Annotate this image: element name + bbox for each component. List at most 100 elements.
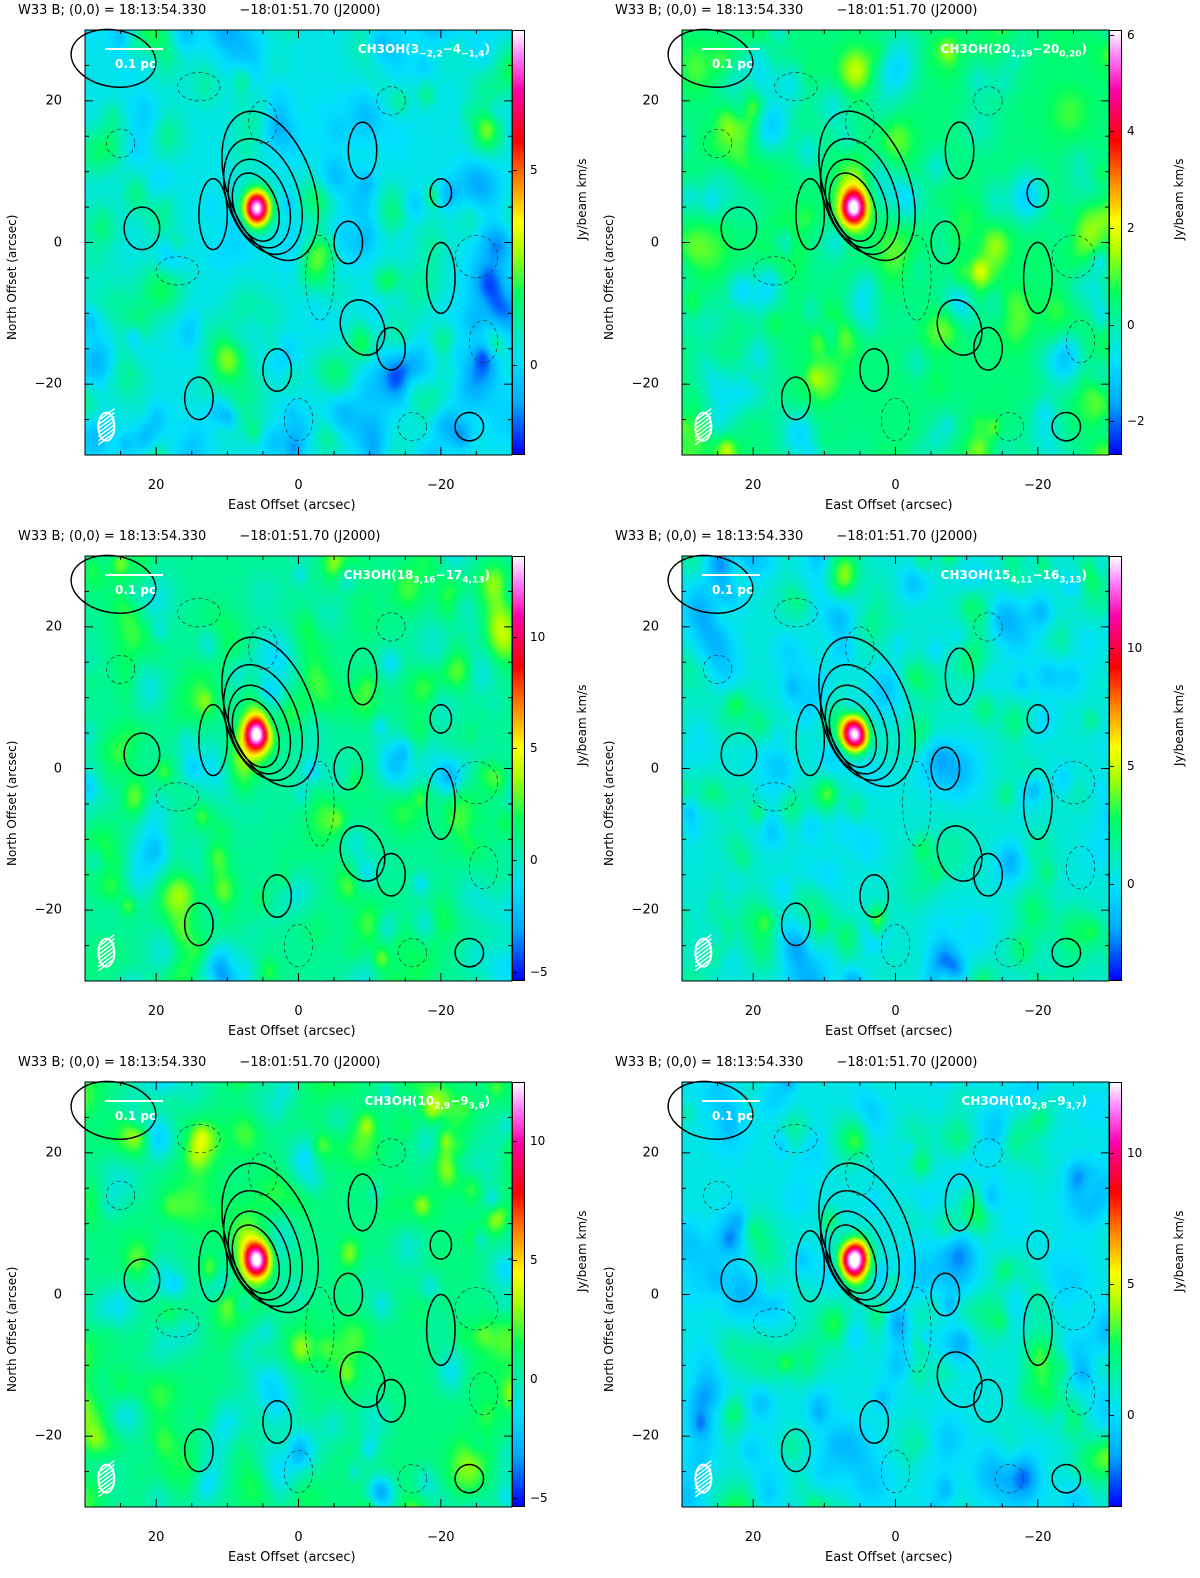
colorbar-tick	[512, 748, 517, 750]
beam-hatch	[97, 424, 115, 438]
transition-molecule: CH3OH(	[364, 1094, 418, 1108]
colorbar-label: Jy/beam km/s	[1172, 1210, 1186, 1292]
colorbar-tick-label: 0	[530, 358, 538, 373]
transition-lo: 9	[460, 1094, 469, 1108]
colorbar-label: Jy/beam km/s	[1172, 684, 1186, 766]
transition-molecule: CH3OH(	[961, 1094, 1015, 1108]
contour-dashed	[376, 612, 406, 642]
colorbar-tick	[512, 972, 517, 974]
colorbar-tick	[1109, 131, 1114, 133]
transition-close: )	[484, 568, 490, 582]
contour-dashed	[248, 100, 278, 144]
transition-dash: −	[435, 568, 446, 582]
header-coords-ra: W33 B; (0,0) = 18:13:54.330	[18, 3, 207, 18]
scale-bar-label: 0.1 pc	[712, 1109, 754, 1123]
contour-dashed	[902, 1287, 932, 1373]
colorbar-tick	[1109, 1152, 1114, 1154]
contour-solid	[227, 158, 292, 249]
transition-dash: −	[1047, 1094, 1058, 1108]
y-axis-label: North Offset (arcsec)	[5, 1266, 19, 1392]
contour-solid	[795, 704, 826, 777]
beam-hatch	[694, 1480, 712, 1494]
colorbar	[1109, 30, 1122, 455]
y-tick-label: −20	[34, 376, 62, 392]
transition-label: CH3OH(183,16−174,13)	[344, 568, 490, 585]
colorbar-tick-label: −5	[530, 1490, 548, 1505]
map-panel-5: W33 B; (0,0) = 18:13:54.330 −18:01:51.70…	[0, 1052, 600, 1578]
beam-hatch	[694, 946, 712, 960]
contour-dashed	[454, 761, 499, 805]
beam-ellipse	[694, 411, 713, 442]
scale-bar	[105, 48, 163, 50]
contour-dashed	[305, 235, 335, 321]
beam-hatch	[694, 1484, 712, 1498]
contour-solid	[425, 241, 456, 315]
x-axis-label: East Offset (arcsec)	[825, 1550, 953, 1565]
contour-overlay	[667, 554, 1110, 982]
transition-molecule: CH3OH(	[940, 568, 994, 582]
header-coords-ra: W33 B; (0,0) = 18:13:54.330	[615, 1055, 804, 1070]
colorbar-tick	[1109, 421, 1114, 423]
contour-overlay	[70, 1080, 513, 1508]
y-tick-label: −20	[34, 902, 62, 918]
y-axis-label: North Offset (arcsec)	[602, 214, 616, 340]
x-tick-label: 20	[147, 1004, 165, 1019]
colorbar-tick	[512, 170, 517, 172]
contour-solid	[221, 636, 319, 788]
colorbar-tick-label: 2	[1127, 221, 1135, 235]
header-coords-dec: −18:01:51.70 (J2000)	[836, 1055, 978, 1070]
beam-hatch	[97, 950, 115, 964]
x-tick-label: −20	[1024, 1004, 1052, 1019]
contour-dashed	[454, 235, 499, 279]
panel-header: W33 B; (0,0) = 18:13:54.330 −18:01:51.70…	[615, 529, 977, 544]
contour-solid	[818, 1162, 916, 1314]
beam-hatch	[694, 1468, 712, 1482]
colorbar-tick-label: 6	[1127, 27, 1135, 42]
header-coords-ra: W33 B; (0,0) = 18:13:54.330	[18, 529, 207, 544]
contour-solid	[859, 874, 890, 918]
scale-bar	[105, 1100, 163, 1102]
contour-dashed	[702, 128, 733, 158]
contour-solid	[262, 874, 293, 918]
contour-solid	[183, 1428, 214, 1473]
y-tick-label: 20	[642, 619, 659, 635]
contour-dashed	[177, 72, 221, 102]
beam-hatch	[694, 938, 712, 952]
colorbar-tick	[1109, 34, 1114, 36]
y-tick-label: 20	[642, 93, 659, 109]
contour-solid	[930, 1272, 961, 1317]
panel-header: W33 B; (0,0) = 18:13:54.330 −18:01:51.70…	[615, 1055, 977, 1070]
scale-bar-label: 0.1 pc	[712, 57, 754, 71]
map-panel-2: W33 B; (0,0) = 18:13:54.330 −18:01:51.70…	[597, 0, 1197, 526]
x-tick-label: 0	[891, 1004, 900, 1019]
contour-dashed	[752, 782, 797, 812]
contour-dashed	[1065, 1372, 1096, 1416]
colorbar-tick	[1109, 766, 1114, 768]
beam-hatch	[97, 934, 115, 948]
contour-dashed	[155, 256, 200, 286]
beam-hatch	[694, 408, 712, 422]
transition-lo-sub: 0,20	[1059, 49, 1082, 60]
y-tick-label: 0	[650, 1287, 659, 1302]
y-tick-label: −20	[631, 902, 659, 918]
transition-up: 10	[417, 1094, 435, 1108]
contour-solid	[333, 746, 364, 791]
contour-solid	[429, 1230, 453, 1260]
colorbar-tick-label: 5	[530, 163, 538, 178]
contour-dashed	[397, 1464, 427, 1494]
contour-solid	[1022, 767, 1053, 841]
beam-hatch	[694, 1464, 712, 1478]
colorbar-tick-label: 10	[1127, 641, 1143, 656]
colorbar-tick	[1109, 324, 1114, 326]
x-tick-label: 0	[891, 478, 900, 493]
contour-solid	[780, 376, 811, 421]
contour-solid	[262, 1400, 293, 1444]
contour-solid	[222, 663, 303, 782]
colorbar-tick-label: 10	[530, 629, 546, 644]
contour-solid	[262, 348, 293, 392]
header-coords-dec: −18:01:51.70 (J2000)	[836, 3, 978, 18]
y-axis-label: North Offset (arcsec)	[602, 1266, 616, 1392]
colorbar-tick-label: 10	[1127, 1145, 1143, 1160]
scale-bar-label: 0.1 pc	[712, 583, 754, 597]
y-tick-label: 20	[45, 1145, 62, 1161]
